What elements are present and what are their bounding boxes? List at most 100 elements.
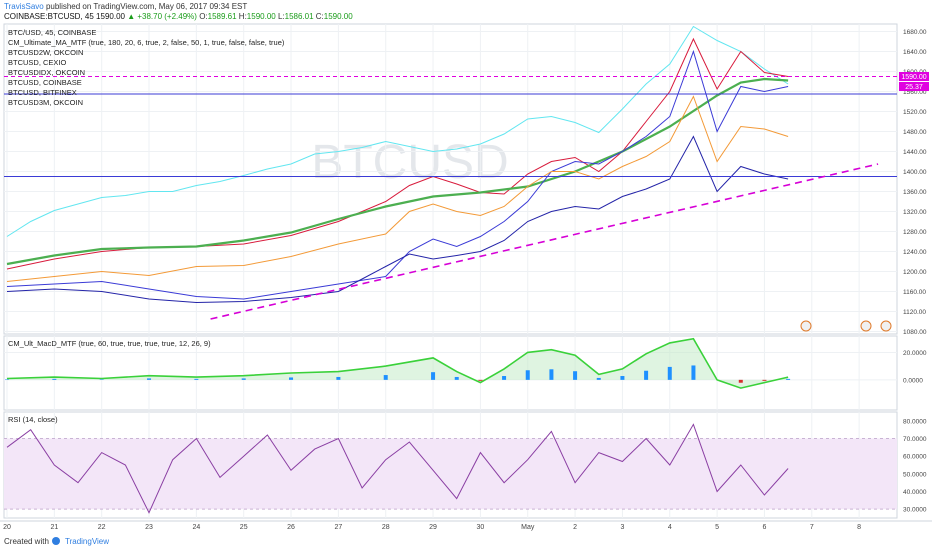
macd-histogram-bar <box>502 376 507 380</box>
x-tick-label: 5 <box>715 524 719 531</box>
y-tick-label: 0.0000 <box>903 377 923 384</box>
macd-histogram-bar <box>52 378 57 380</box>
macd-histogram-bar <box>620 376 625 380</box>
legend-item: BTCUSD3M, OKCOIN <box>8 98 83 107</box>
legend-item: BTCUSD, CEXIO <box>8 58 67 67</box>
y-tick-label: 1120.00 <box>903 309 926 316</box>
axis-layer: 20 21 22 23 24 25 26 27 28 29 30 May 2 3 4 5 6 7 81680.001… <box>3 29 927 531</box>
y-tick-label: 40.0000 <box>903 489 927 496</box>
legend: BTC/USD, 45, COINBASE CM_Ultimate_MA_MTF… <box>8 28 285 107</box>
macd-histogram-bar <box>786 378 791 380</box>
event-flag-icon[interactable] <box>800 320 812 332</box>
macd-histogram-bar <box>667 366 672 380</box>
x-tick-label: 30 <box>477 524 485 531</box>
macd-histogram-bar <box>454 376 459 380</box>
macd-histogram-bar <box>596 377 601 380</box>
chart-header: TravisSavo published on TradingView.com,… <box>0 0 932 22</box>
y-tick-label: 30.0000 <box>903 507 927 514</box>
x-tick-label: 25 <box>240 524 248 531</box>
price-badge-second-text: 25.37 <box>905 84 923 91</box>
footer: Created with TradingView <box>0 533 932 550</box>
rsi-band <box>4 438 897 510</box>
x-tick-label: 4 <box>668 524 672 531</box>
macd-layer <box>5 337 791 389</box>
y-tick-label: 1640.00 <box>903 49 927 56</box>
y-tick-label: 1200.00 <box>903 269 927 276</box>
y-tick-label: 50.0000 <box>903 471 927 478</box>
legend-item: BTCUSD, BITFINEX <box>8 88 77 97</box>
open-value: 1589.61 <box>207 12 237 21</box>
y-tick-label: 1400.00 <box>903 169 927 176</box>
macd-histogram-bar <box>738 379 743 383</box>
ohlc-line: COINBASE:BTCUSD, 45 1590.00 ▲ +38.70 (+2… <box>4 12 353 21</box>
macd-histogram-bar <box>383 375 388 380</box>
x-tick-label: 3 <box>620 524 624 531</box>
price-series-line <box>6 77 789 266</box>
legend-item: BTC/USD, 45, COINBASE <box>8 28 96 37</box>
y-tick-label: 1360.00 <box>903 189 927 196</box>
legend-item: BTCUSD, COINBASE <box>8 78 82 87</box>
macd-histogram-bar <box>241 378 246 380</box>
x-tick-label: 20 <box>3 524 11 531</box>
macd-histogram-bar <box>289 377 294 380</box>
event-flag-icon[interactable] <box>860 320 872 332</box>
trendline[interactable] <box>210 163 879 320</box>
low-value: 1586.01 <box>284 12 314 21</box>
series-layer <box>6 25 789 514</box>
x-tick-label: 24 <box>192 524 200 531</box>
x-tick-label: 2 <box>573 524 577 531</box>
y-tick-label: 70.0000 <box>903 436 927 443</box>
rsi-line <box>6 423 789 514</box>
created-with-label: Created with <box>4 537 49 546</box>
legend-item: CM_Ultimate_MA_MTF (true, 180, 20, 6, tr… <box>8 38 285 47</box>
macd-histogram-bar <box>691 365 696 380</box>
tradingview-link[interactable]: TradingView <box>65 537 110 546</box>
macd-line <box>6 337 789 389</box>
author-link[interactable]: TravisSavo <box>4 2 44 11</box>
publish-line: TravisSavo published on TradingView.com,… <box>4 2 247 11</box>
y-tick-label: 1560.00 <box>903 89 927 96</box>
legend-item: BTCUSD2W, OKCOIN <box>8 48 83 57</box>
y-tick-label: 1480.00 <box>903 129 927 136</box>
macd-histogram-bar <box>525 370 530 380</box>
price-change: ▲ +38.70 (+2.49%) <box>127 12 197 21</box>
x-tick-label: 26 <box>287 524 295 531</box>
y-tick-label: 1320.00 <box>903 209 927 216</box>
price-panel[interactable] <box>3 23 898 335</box>
macd-histogram-bar <box>644 370 649 380</box>
macd-histogram-bar <box>194 378 199 380</box>
macd-histogram-bar <box>762 379 767 381</box>
macd-histogram-bar <box>573 371 578 380</box>
macd-histogram-bar <box>549 369 554 380</box>
x-tick-label: 22 <box>98 524 106 531</box>
high-label: H: <box>238 12 247 21</box>
rsi-band-layer <box>4 438 897 510</box>
y-tick-label: 1680.00 <box>903 29 927 36</box>
y-tick-label: 20.0000 <box>903 350 927 357</box>
chart-canvas[interactable]: BTCUSD 20 21 22 23 24 25 26 27 28 29 30 May 2 3 4 5 6 7 81… <box>0 0 932 533</box>
x-tick-label: 27 <box>334 524 342 531</box>
price-badge-main-text: 1590.00 <box>901 74 926 81</box>
x-tick-label: 23 <box>145 524 153 531</box>
y-tick-label: 1520.00 <box>903 109 927 116</box>
y-tick-label: 60.0000 <box>903 454 927 461</box>
x-tick-label: 28 <box>382 524 390 531</box>
close-value: 1590.00 <box>323 12 353 21</box>
y-tick-label: 80.0000 <box>903 418 927 425</box>
y-tick-label: 1080.00 <box>903 329 927 336</box>
legend-item: BTCUSDIDX, OKCOIN <box>8 68 85 77</box>
event-flag-icon[interactable] <box>880 320 892 332</box>
price-badge-main <box>899 72 929 81</box>
publish-info: published on TradingView.com, May 06, 20… <box>45 2 248 11</box>
open-label: O: <box>199 12 208 21</box>
macd-area <box>7 338 789 389</box>
x-tick-label: 6 <box>762 524 766 531</box>
macd-histogram-bar <box>478 379 483 381</box>
macd-histogram-bar <box>431 372 436 380</box>
low-label: L: <box>277 12 285 21</box>
macd-histogram-bar <box>147 378 152 380</box>
y-tick-label: 1280.00 <box>903 229 927 236</box>
tradingview-logo-icon <box>50 536 62 548</box>
last-price: 1590.00 <box>96 12 125 21</box>
macd-histogram-bar <box>336 376 341 380</box>
